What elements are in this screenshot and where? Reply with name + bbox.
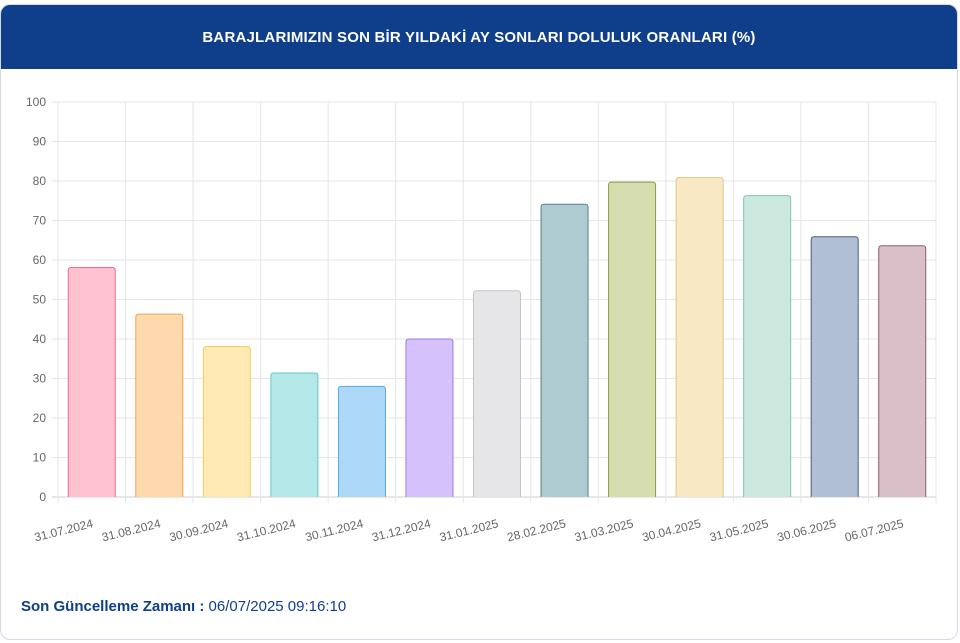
x-tick-label: 31.01.2025 <box>438 516 500 544</box>
bar <box>676 177 724 497</box>
y-tick-label: 80 <box>33 174 47 188</box>
bar <box>203 346 251 497</box>
bar-chart: 0 10 20 30 40 50 60 70 80 90 100 31.07.2024 31.08.20… <box>26 95 937 544</box>
x-tick-label: 30.11.2024 <box>304 516 365 544</box>
x-tick-label: 31.07.2024 <box>33 516 95 544</box>
bar-outline <box>202 346 251 497</box>
bar-outline <box>743 195 792 497</box>
y-tick-label: 40 <box>33 332 47 346</box>
bar-outline <box>337 385 386 497</box>
bar-outline <box>67 267 116 497</box>
bar <box>878 245 926 497</box>
x-tick-label: 30.04.2025 <box>641 516 703 544</box>
last-update-value: 06/07/2025 09:16:10 <box>204 598 347 615</box>
last-update: Son Güncelleme Zamanı : 06/07/2025 09:16… <box>21 598 346 615</box>
bar-outline <box>675 176 724 497</box>
bar <box>743 195 791 498</box>
x-tick-label: 30.09.2024 <box>168 516 230 544</box>
bar-outline <box>473 290 521 497</box>
x-tick-label: 31.03.2025 <box>573 516 635 544</box>
bar-outline <box>135 313 184 497</box>
bar <box>541 204 589 497</box>
x-tick-label: 30.06.2025 <box>776 516 838 544</box>
bar <box>811 236 859 497</box>
y-tick-label: 70 <box>33 214 47 228</box>
bar <box>608 182 656 497</box>
y-tick-label: 30 <box>33 372 47 386</box>
bar <box>270 372 318 497</box>
y-tick-label: 60 <box>33 253 47 267</box>
y-tick-label: 100 <box>26 95 46 109</box>
bar <box>68 267 116 497</box>
chart-card: BARAJLARIMIZIN SON BİR YILDAKİ AY SONLAR… <box>0 4 958 640</box>
bar-outline <box>810 236 859 497</box>
y-tick-label: 50 <box>33 293 47 307</box>
x-tick-label: 31.05.2025 <box>708 516 770 544</box>
bar-outline <box>270 372 319 497</box>
bar <box>135 314 183 497</box>
chart-header: BARAJLARIMIZIN SON BİR YILDAKİ AY SONLAR… <box>1 5 957 69</box>
bar-outline <box>540 203 589 497</box>
chart-title: BARAJLARIMIZIN SON BİR YILDAKİ AY SONLAR… <box>202 28 756 46</box>
x-tick-label: 28.02.2025 <box>506 516 568 544</box>
x-tick-label: 06.07.2025 <box>843 516 905 544</box>
y-tick-label: 90 <box>33 135 47 149</box>
y-tick-label: 0 <box>39 490 46 504</box>
x-tick-label: 31.10.2024 <box>235 516 297 544</box>
y-tick-label: 10 <box>33 451 47 465</box>
bar <box>338 386 386 497</box>
x-tick-label: 31.12.2024 <box>371 516 433 544</box>
bar <box>473 290 521 497</box>
y-tick-label: 20 <box>33 411 47 425</box>
bar-outline <box>608 181 657 497</box>
bar <box>405 339 453 497</box>
last-update-label: Son Güncelleme Zamanı : <box>21 598 205 615</box>
bar-outline <box>405 338 454 497</box>
x-tick-label: 31.08.2024 <box>100 516 162 544</box>
bar-outline <box>878 245 927 497</box>
